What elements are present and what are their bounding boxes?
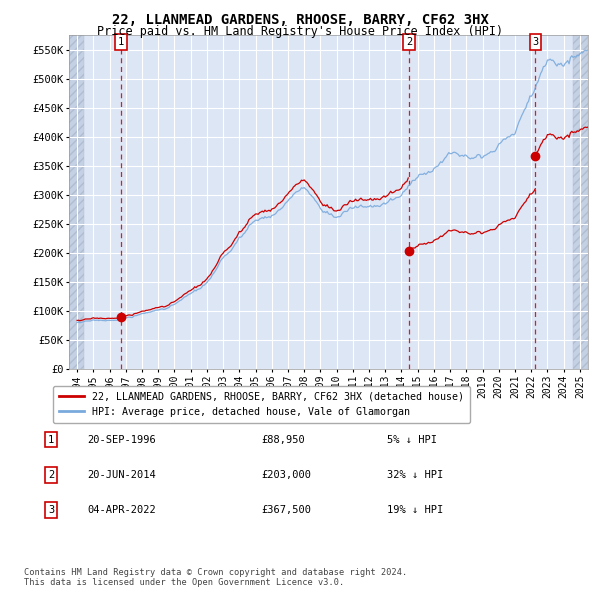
- Text: £367,500: £367,500: [261, 506, 311, 515]
- Text: 2: 2: [48, 470, 54, 480]
- Text: 20-JUN-2014: 20-JUN-2014: [87, 470, 156, 480]
- Bar: [69, 35, 84, 369]
- Text: Price paid vs. HM Land Registry's House Price Index (HPI): Price paid vs. HM Land Registry's House …: [97, 25, 503, 38]
- Text: 1: 1: [118, 37, 124, 47]
- Text: 3: 3: [532, 37, 539, 47]
- Bar: [573, 35, 588, 369]
- Text: £203,000: £203,000: [261, 470, 311, 480]
- Text: 1: 1: [48, 435, 54, 444]
- Text: 20-SEP-1996: 20-SEP-1996: [87, 435, 156, 444]
- Text: £88,950: £88,950: [261, 435, 305, 444]
- Text: 5% ↓ HPI: 5% ↓ HPI: [387, 435, 437, 444]
- Text: Contains HM Land Registry data © Crown copyright and database right 2024.
This d: Contains HM Land Registry data © Crown c…: [24, 568, 407, 587]
- Text: 3: 3: [48, 506, 54, 515]
- Text: 19% ↓ HPI: 19% ↓ HPI: [387, 506, 443, 515]
- Legend: 22, LLANMEAD GARDENS, RHOOSE, BARRY, CF62 3HX (detached house), HPI: Average pri: 22, LLANMEAD GARDENS, RHOOSE, BARRY, CF6…: [53, 385, 470, 422]
- Text: 2: 2: [406, 37, 412, 47]
- Text: 22, LLANMEAD GARDENS, RHOOSE, BARRY, CF62 3HX: 22, LLANMEAD GARDENS, RHOOSE, BARRY, CF6…: [112, 13, 488, 27]
- Text: 04-APR-2022: 04-APR-2022: [87, 506, 156, 515]
- Text: 32% ↓ HPI: 32% ↓ HPI: [387, 470, 443, 480]
